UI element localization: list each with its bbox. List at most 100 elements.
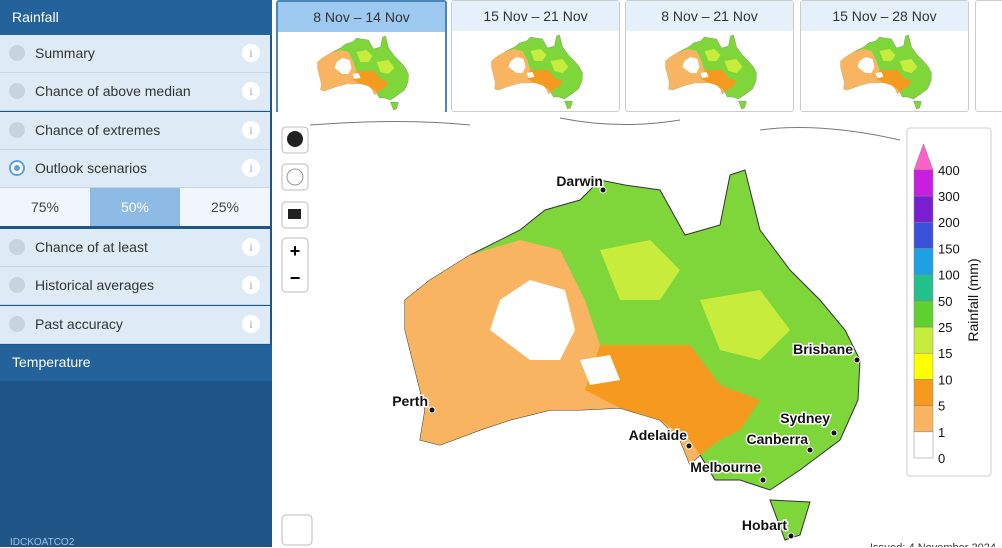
issued-date: Issued: 4 November 2024	[870, 542, 996, 547]
info-icon[interactable]: i	[242, 315, 260, 333]
legend-label: 5	[938, 399, 945, 414]
temperature-header[interactable]: Temperature	[0, 345, 272, 381]
thumbnail-australia	[491, 34, 583, 110]
sidebar: Rainfall Summary i Chance of above median i C…	[0, 0, 272, 548]
thumbnail-australia	[665, 34, 757, 110]
info-icon[interactable]: i	[242, 82, 260, 100]
menu-item[interactable]: Outlook scenarios i	[0, 150, 270, 188]
zoom-in[interactable]: +	[290, 241, 301, 261]
coastline	[309, 117, 901, 141]
city-dot	[428, 406, 436, 414]
radio	[9, 239, 25, 255]
radio	[9, 122, 25, 138]
info-icon[interactable]: i	[242, 276, 260, 294]
city-dot	[759, 476, 767, 484]
legend-label: 10	[938, 372, 952, 387]
zoom-out[interactable]: −	[290, 268, 301, 288]
legend-label: 300	[938, 189, 960, 204]
city-label: Darwin	[556, 173, 603, 189]
scenario-option[interactable]: 50%	[90, 188, 180, 226]
legend-swatch	[913, 221, 934, 249]
scenario-option[interactable]: 75%	[0, 188, 90, 226]
menu-item[interactable]: Historical averages i	[0, 267, 270, 305]
city-dot	[806, 446, 814, 454]
globe-icon	[286, 168, 304, 186]
tab-title: 8 Nov – 21 Nov	[626, 1, 793, 31]
item-label: Outlook scenarios	[35, 160, 148, 176]
thumbnail-australia	[317, 35, 409, 111]
city-dot	[599, 186, 607, 194]
legend-label: 50	[938, 294, 952, 309]
menu-item[interactable]: Chance of at least i	[0, 229, 270, 267]
legend-swatch	[913, 274, 934, 302]
period-tab[interactable]: 8 Nov – 21 Nov	[625, 0, 794, 112]
period-tab[interactable]: 15 Nov – 28 Nov	[800, 0, 969, 112]
radio	[9, 45, 25, 61]
search-icon	[287, 131, 303, 147]
legend-swatch	[913, 431, 934, 459]
city-label: Brisbane	[793, 341, 853, 357]
item-label: Historical averages	[35, 277, 155, 293]
legend-swatch	[913, 248, 934, 275]
info-icon[interactable]: i	[242, 238, 260, 256]
info-icon[interactable]: i	[242, 159, 260, 177]
period-tab[interactable]	[975, 0, 1002, 112]
info-icon[interactable]: i	[242, 121, 260, 139]
radio	[9, 83, 25, 99]
legend-label: 25	[938, 320, 952, 335]
city-dot	[853, 356, 861, 364]
legend-swatch	[913, 352, 934, 380]
legend-swatch	[913, 300, 934, 328]
city-label: Hobart	[742, 517, 787, 533]
city-dot	[685, 442, 693, 450]
period-tab[interactable]: 15 Nov – 21 Nov	[451, 0, 620, 112]
menu-item[interactable]: Chance of above median i	[0, 73, 270, 111]
city-label: Melbourne	[690, 459, 761, 475]
legend-label: 400	[938, 163, 960, 178]
scenario-option[interactable]: 25%	[180, 188, 270, 226]
period-tab[interactable]: 8 Nov – 14 Nov	[276, 0, 447, 114]
legend-arrow	[913, 143, 934, 171]
thumbnail-australia	[840, 34, 932, 110]
tab-title: 8 Nov – 14 Nov	[278, 2, 445, 32]
legend-swatch	[913, 405, 934, 433]
radio	[9, 277, 25, 293]
legend-label: 1	[938, 425, 945, 440]
item-label: Chance of extremes	[35, 122, 161, 138]
layers-button[interactable]	[281, 514, 313, 546]
rainfall-header[interactable]: Rainfall	[0, 0, 272, 36]
legend-label: 150	[938, 241, 960, 256]
item-label: Past accuracy	[35, 316, 123, 332]
tab-title: 15 Nov – 21 Nov	[452, 1, 619, 31]
city-label: Canberra	[747, 431, 809, 447]
item-label: Summary	[35, 45, 95, 61]
thumbnail-map	[491, 34, 583, 110]
legend-swatch	[913, 326, 934, 354]
zoom-control	[281, 237, 309, 293]
menu-item[interactable]: Past accuracy i	[0, 306, 270, 344]
legend-label: 200	[938, 215, 960, 230]
item-label: Chance of at least	[35, 239, 148, 255]
legend-label: 15	[938, 346, 952, 361]
product-code: IDCKOATCO2	[10, 537, 75, 548]
legend-label: 0	[938, 451, 945, 466]
legend-title: Rainfall (mm)	[965, 258, 981, 341]
australia-icon	[288, 209, 301, 219]
city-dot	[787, 532, 795, 540]
thumbnail-map	[665, 34, 757, 110]
thumbnail-map	[840, 34, 932, 110]
city-label: Perth	[392, 393, 428, 409]
info-icon[interactable]: i	[242, 44, 260, 62]
city-dot	[830, 429, 838, 437]
thumbnail-map	[317, 35, 409, 111]
radio	[9, 316, 25, 332]
globe-button[interactable]	[281, 163, 309, 191]
radio	[9, 160, 25, 176]
menu-item[interactable]: Summary i	[0, 35, 270, 73]
item-label: Chance of above median	[35, 83, 191, 99]
legend-swatch	[913, 195, 934, 223]
menu-item[interactable]: Chance of extremes i	[0, 112, 270, 150]
